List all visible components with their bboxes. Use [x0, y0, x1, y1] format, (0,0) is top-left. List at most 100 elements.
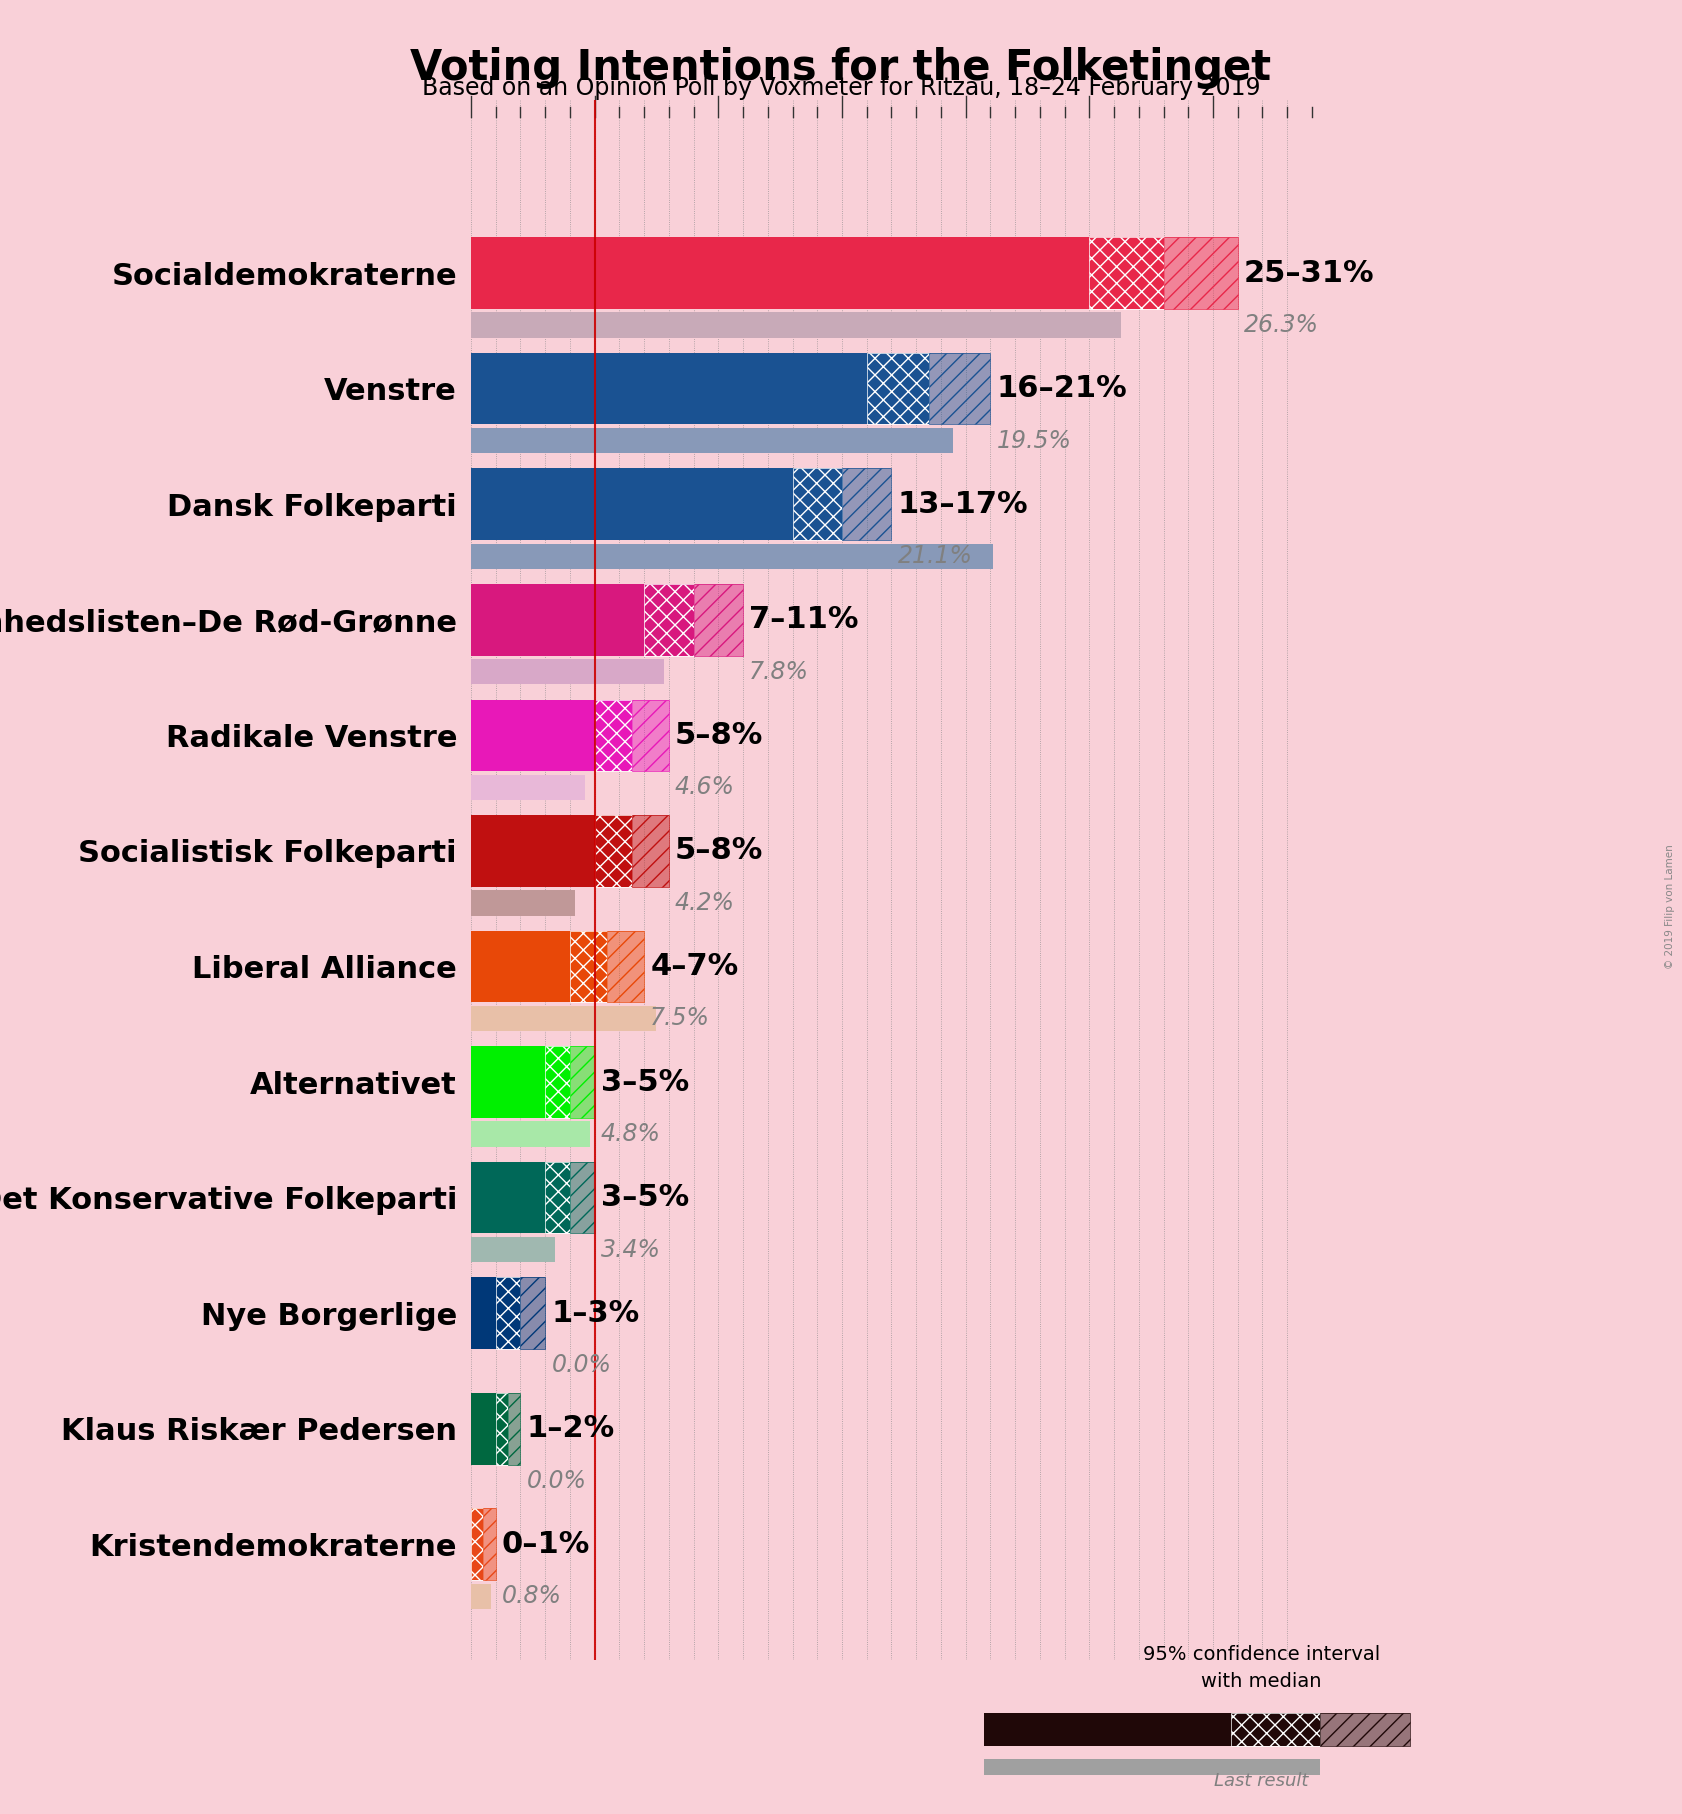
Bar — [471, 1393, 496, 1464]
Bar — [570, 1161, 595, 1234]
Bar — [471, 1005, 656, 1030]
Bar — [632, 700, 669, 771]
Bar — [570, 1047, 595, 1117]
Text: 4.2%: 4.2% — [674, 891, 735, 914]
Bar — [843, 468, 891, 541]
Text: 95% confidence interval
with median: 95% confidence interval with median — [1142, 1645, 1381, 1691]
Text: 3.4%: 3.4% — [600, 1237, 661, 1261]
Bar — [693, 584, 743, 655]
Bar — [595, 814, 632, 887]
Bar — [984, 1712, 1231, 1747]
Bar — [508, 1393, 520, 1464]
Bar — [471, 1161, 545, 1234]
Text: 0.8%: 0.8% — [501, 1584, 562, 1609]
Bar — [866, 354, 928, 424]
Bar — [607, 931, 644, 1003]
Bar — [644, 584, 693, 655]
Bar — [471, 312, 1122, 337]
Bar — [471, 775, 585, 800]
Bar — [792, 468, 843, 541]
Text: 19.5%: 19.5% — [996, 428, 1071, 454]
Bar — [866, 354, 928, 424]
Bar — [471, 1237, 555, 1263]
Text: 16–21%: 16–21% — [996, 374, 1127, 403]
Text: 0.0%: 0.0% — [526, 1469, 587, 1493]
Text: Based on an Opinion Poll by Voxmeter for Ritzau, 18–24 February 2019: Based on an Opinion Poll by Voxmeter for… — [422, 76, 1260, 100]
Bar — [545, 1161, 570, 1234]
Bar — [471, 891, 575, 916]
Text: 0.0%: 0.0% — [552, 1353, 611, 1377]
Bar — [496, 1393, 508, 1464]
Bar — [1320, 1712, 1410, 1747]
Bar — [1231, 1712, 1320, 1747]
Bar — [1231, 1712, 1320, 1747]
Bar — [984, 1760, 1320, 1776]
Bar — [570, 1161, 595, 1234]
Bar — [471, 584, 644, 655]
Text: 21.1%: 21.1% — [898, 544, 972, 568]
Text: 1–3%: 1–3% — [552, 1299, 639, 1328]
Bar — [928, 354, 991, 424]
Bar — [632, 814, 669, 887]
Bar — [1164, 238, 1238, 308]
Bar — [471, 1121, 590, 1146]
Text: 13–17%: 13–17% — [898, 490, 1028, 519]
Bar — [471, 1584, 491, 1609]
Bar — [471, 658, 664, 684]
Bar — [471, 468, 792, 541]
Bar — [471, 700, 595, 771]
Bar — [928, 354, 991, 424]
Bar — [471, 1509, 483, 1580]
Bar — [632, 700, 669, 771]
Bar — [632, 814, 669, 887]
Bar — [792, 468, 843, 541]
Bar — [545, 1047, 570, 1117]
Text: 3–5%: 3–5% — [600, 1067, 690, 1096]
Text: 5–8%: 5–8% — [674, 836, 764, 865]
Bar — [595, 814, 632, 887]
Bar — [570, 931, 607, 1003]
Bar — [471, 238, 1090, 308]
Bar — [644, 584, 693, 655]
Bar — [471, 1509, 483, 1580]
Text: 1–2%: 1–2% — [526, 1415, 616, 1444]
Bar — [545, 1161, 570, 1234]
Bar — [471, 544, 992, 570]
Text: 3–5%: 3–5% — [600, 1183, 690, 1212]
Bar — [496, 1393, 508, 1464]
Text: 5–8%: 5–8% — [674, 720, 764, 749]
Bar — [471, 931, 570, 1003]
Bar — [595, 700, 632, 771]
Bar — [1320, 1712, 1410, 1747]
Bar — [471, 1047, 545, 1117]
Bar — [483, 1509, 496, 1580]
Text: 4–7%: 4–7% — [651, 952, 738, 981]
Text: 7.8%: 7.8% — [748, 660, 809, 684]
Bar — [520, 1277, 545, 1350]
Text: 26.3%: 26.3% — [1245, 314, 1319, 337]
Bar — [483, 1509, 496, 1580]
Text: 7.5%: 7.5% — [651, 1007, 710, 1030]
Bar — [508, 1393, 520, 1464]
Text: © 2019 Filip von Lamen: © 2019 Filip von Lamen — [1665, 845, 1675, 969]
Bar — [1090, 238, 1164, 308]
Bar — [471, 814, 595, 887]
Bar — [1164, 238, 1238, 308]
Bar — [520, 1277, 545, 1350]
Bar — [595, 700, 632, 771]
Bar — [496, 1277, 520, 1350]
Bar — [607, 931, 644, 1003]
Bar — [570, 1047, 595, 1117]
Bar — [693, 584, 743, 655]
Text: Last result: Last result — [1214, 1772, 1309, 1790]
Text: Voting Intentions for the Folketinget: Voting Intentions for the Folketinget — [410, 47, 1272, 89]
Bar — [545, 1047, 570, 1117]
Bar — [471, 428, 954, 454]
Text: 7–11%: 7–11% — [748, 606, 860, 635]
Text: 0–1%: 0–1% — [501, 1529, 590, 1558]
Bar — [843, 468, 891, 541]
Bar — [471, 1277, 496, 1350]
Bar — [1090, 238, 1164, 308]
Text: 4.8%: 4.8% — [600, 1123, 661, 1146]
Bar — [471, 354, 866, 424]
